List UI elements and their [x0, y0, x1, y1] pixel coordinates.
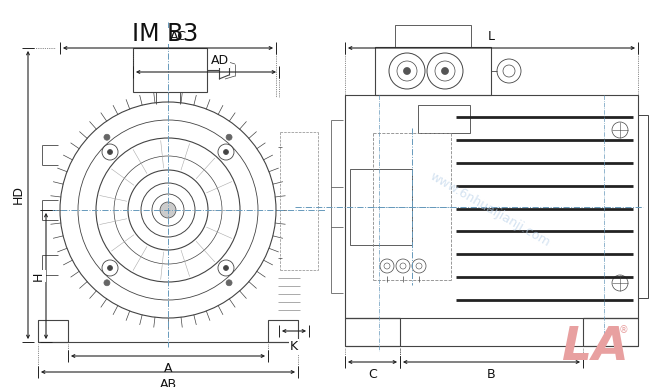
Text: AD: AD: [211, 53, 229, 67]
Text: A: A: [164, 361, 172, 375]
Bar: [133, 48, 207, 92]
Bar: [638, 115, 648, 298]
Bar: [268, 320, 298, 342]
Text: AC: AC: [170, 29, 187, 43]
Circle shape: [104, 134, 110, 140]
Circle shape: [224, 265, 229, 271]
Circle shape: [104, 280, 110, 286]
Text: L: L: [488, 29, 495, 43]
Bar: [583, 318, 638, 346]
Text: ®: ®: [619, 325, 629, 335]
Circle shape: [107, 265, 112, 271]
Text: C: C: [368, 368, 377, 380]
Circle shape: [404, 67, 411, 75]
Text: www.6nhuaijianji.com: www.6nhuaijianji.com: [428, 170, 552, 250]
Text: HD: HD: [12, 185, 25, 204]
Bar: [345, 318, 400, 346]
Bar: [418, 105, 470, 133]
Circle shape: [441, 67, 448, 75]
Circle shape: [160, 202, 176, 218]
Circle shape: [226, 134, 232, 140]
Text: AB: AB: [159, 377, 177, 387]
Bar: [345, 95, 638, 318]
Text: K: K: [290, 341, 298, 353]
Text: LA: LA: [562, 325, 629, 370]
Circle shape: [107, 149, 112, 154]
Bar: [38, 320, 68, 342]
Circle shape: [224, 149, 229, 154]
Text: B: B: [488, 368, 496, 380]
Bar: [395, 25, 471, 47]
Text: IM B3: IM B3: [132, 22, 198, 46]
Circle shape: [226, 280, 232, 286]
Bar: [375, 47, 491, 95]
Text: H: H: [31, 271, 44, 281]
Bar: [350, 168, 412, 245]
